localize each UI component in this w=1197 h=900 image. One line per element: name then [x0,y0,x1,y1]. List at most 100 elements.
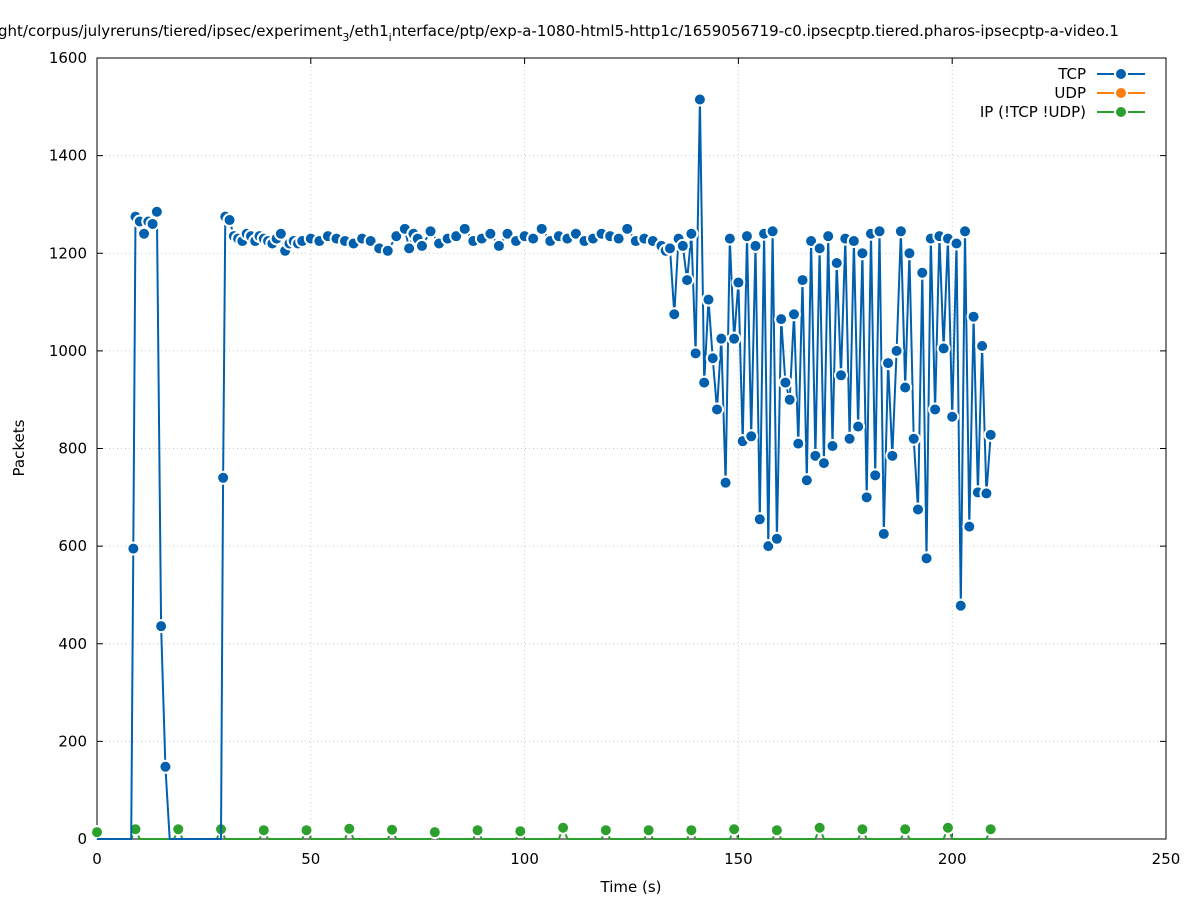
data-point [891,345,902,356]
legend-label: TCP [1057,65,1086,83]
data-point [955,600,966,611]
data-point [218,472,229,483]
series-2 [90,820,998,840]
data-point [951,238,962,249]
data-point [173,824,184,835]
data-point [908,433,919,444]
data-point [754,514,765,525]
data-point [806,236,817,247]
x-axis-label: Time (s) [600,878,662,896]
data-point [900,824,911,835]
data-point [977,340,988,351]
data-point [960,226,971,237]
data-point [387,824,398,835]
data-point [275,228,286,239]
data-point [788,309,799,320]
data-point [814,822,825,833]
data-point [985,429,996,440]
data-point [686,825,697,836]
legend-marker [1116,107,1126,117]
data-point [344,823,355,834]
data-point [831,258,842,269]
data-point [836,370,847,381]
data-point [878,528,889,539]
x-tick-label: 100 [510,850,539,868]
x-tick-label: 50 [301,850,320,868]
series [90,92,998,840]
data-point [502,228,513,239]
y-tick-label: 800 [58,440,87,458]
data-point [771,533,782,544]
data-point [613,233,624,244]
data-point [451,231,462,242]
data-point [485,228,496,239]
data-point [558,822,569,833]
data-point [92,827,102,838]
axes: 0 50 100 150 200 250 0 200 400 600 800 1000 1200 1400… [49,49,1181,868]
data-point [780,377,791,388]
data-point [224,215,235,226]
data-point [515,826,526,837]
data-point [669,309,680,320]
data-point [156,621,167,632]
data-point [801,475,812,486]
data-point [528,233,539,244]
data-point [682,275,693,286]
chart-title-mid: /eth1 [349,22,388,40]
chart-title-subscript-2: i [389,31,392,44]
data-point [690,348,701,359]
data-point [985,824,996,835]
data-point [848,236,859,247]
data-point [716,333,727,344]
data-point [917,267,928,278]
data-point [874,226,885,237]
data-point [857,824,868,835]
data-point [459,223,470,234]
chart-title-subscript: 3 [342,31,349,44]
data-point [771,825,782,836]
data-point [128,543,139,554]
data-point [160,761,171,772]
data-point [912,504,923,515]
data-point [391,231,402,242]
chart-title: ght/corpus/julyreruns/tiered/ipsec/exper… [0,22,1119,44]
data-point [947,411,958,422]
data-point [712,404,723,415]
data-point [694,94,705,105]
y-tick-label: 0 [77,830,87,848]
x-tick-label: 200 [938,850,967,868]
legend-label: UDP [1054,84,1086,102]
data-point [853,421,864,432]
y-tick-label: 600 [58,537,87,555]
data-point [664,243,675,254]
y-tick-label: 200 [58,732,87,750]
data-point [416,240,427,251]
data-point [139,228,150,239]
data-point [823,231,834,242]
data-point [784,394,795,405]
data-point [870,470,881,481]
data-point [883,358,894,369]
data-point [844,433,855,444]
data-point [622,223,633,234]
data-point [861,492,872,503]
data-point [677,240,688,251]
data-point [746,431,757,442]
data-point [686,228,697,239]
chart-title-tail: nterface/ptp/exp-a-1080-html5-http1c/165… [392,22,1119,40]
data-point [707,353,718,364]
legend-label: IP (!TCP !UDP) [980,103,1086,121]
data-point [600,825,611,836]
grid [97,58,1166,839]
data-point [930,404,941,415]
data-point [857,248,868,259]
data-point [900,382,911,393]
series-0 [97,92,998,840]
data-point [404,243,415,254]
data-point [887,450,898,461]
data-point [741,231,752,242]
data-point [382,245,393,256]
y-tick-label: 400 [58,635,87,653]
data-point [258,825,269,836]
